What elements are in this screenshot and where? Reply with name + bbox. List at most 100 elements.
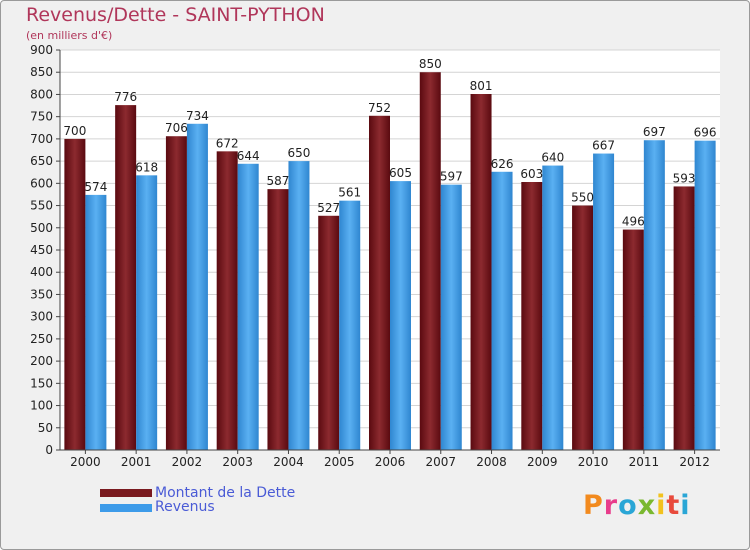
bar-dette [318,215,340,450]
y-tick-label: 850 [30,65,53,79]
bar-revenus [186,123,208,451]
bar-revenus [390,181,411,450]
y-tick-label: 300 [30,310,53,324]
logo-letter: o [618,490,638,521]
y-tick-label: 550 [30,199,53,213]
value-label: 574 [84,180,107,194]
value-label: 593 [673,171,696,185]
legend-label-revenus: Revenus [155,499,215,515]
x-tick-label: 2003 [222,455,253,469]
bar-revenus [288,161,310,450]
bar-dette [267,189,289,450]
y-tick-label: 650 [30,154,53,168]
bar-dette [64,138,86,450]
logo-letter: i [656,490,667,521]
bar-revenus [491,171,513,450]
logo-letter: t [666,490,681,521]
value-label: 550 [571,191,594,205]
x-tick-label: 2006 [375,455,406,469]
value-label: 605 [389,166,412,180]
y-tick-label: 200 [30,354,53,368]
value-label: 752 [368,101,391,115]
bar-dette [419,72,441,450]
y-tick-label: 750 [30,110,53,124]
value-label: 697 [643,125,666,139]
y-tick-label: 900 [30,43,53,57]
chart-subtitle: (en milliers d'€) [26,29,113,42]
logo-letter: r [603,490,619,521]
bar-revenus [643,140,665,450]
bar-revenus [85,194,107,450]
x-tick-label: 2002 [172,455,203,469]
value-label: 850 [419,57,442,71]
value-label: 561 [338,186,361,200]
bar-dette [673,186,695,450]
bar-revenus [339,200,361,450]
value-label: 650 [288,146,311,160]
bar-revenus [694,140,716,450]
x-tick-label: 2007 [425,455,456,469]
logo-letter: i [680,490,691,521]
bar-dette [165,136,187,450]
proxiti-logo: Proxiti [583,490,691,521]
value-label: 776 [114,90,137,104]
value-label: 700 [63,124,86,138]
bar-dette [115,105,137,450]
x-tick-label: 2005 [324,455,355,469]
x-tick-label: 2011 [629,455,660,469]
value-label: 667 [592,139,615,153]
value-label: 496 [622,215,645,229]
x-tick-label: 2004 [273,455,304,469]
x-tick-label: 2008 [476,455,507,469]
bar-revenus [542,165,564,451]
bar-revenus [136,175,158,451]
value-label: 801 [470,79,493,93]
value-label: 527 [317,201,340,215]
y-tick-label: 50 [38,421,53,435]
bar-dette [216,151,238,451]
value-label: 626 [491,157,514,171]
bar-dette [369,115,390,451]
value-label: 587 [267,174,290,188]
bar-revenus [593,153,615,451]
legend-swatch-revenus [100,504,152,512]
y-tick-label: 450 [30,243,53,257]
y-tick-label: 350 [30,287,53,301]
axes: 0501001502002503003504004505005506006507… [30,43,720,469]
y-tick-label: 600 [30,176,53,190]
y-tick-label: 150 [30,376,53,390]
value-label: 618 [135,160,158,174]
x-tick-label: 2012 [679,455,710,469]
value-label: 597 [440,170,463,184]
x-tick-label: 2001 [121,455,152,469]
legend-swatch-debt [100,489,152,497]
value-label: 734 [186,109,209,123]
value-label: 603 [520,167,543,181]
value-label: 696 [694,126,717,140]
logo-letter: P [583,490,604,521]
y-tick-label: 700 [30,132,53,146]
bar-dette [622,229,644,450]
bar-dette [572,205,594,450]
x-tick-label: 2009 [527,455,558,469]
x-tick-label: 2010 [578,455,609,469]
y-tick-label: 250 [30,332,53,346]
bar-dette [470,94,492,450]
y-tick-label: 400 [30,265,53,279]
y-tick-label: 500 [30,221,53,235]
y-tick-label: 100 [30,399,53,413]
y-tick-label: 800 [30,87,53,101]
bar-dette [521,182,543,450]
value-label: 640 [541,151,564,165]
value-label: 644 [237,149,260,163]
value-label: 672 [216,136,239,150]
x-tick-label: 2000 [70,455,101,469]
value-label: 706 [165,121,188,135]
chart-title: Revenus/Dette - SAINT-PYTHON [26,4,325,26]
logo-letter: x [637,490,657,521]
y-tick-label: 0 [45,443,53,457]
bar-revenus [440,184,462,450]
bars [64,72,716,451]
